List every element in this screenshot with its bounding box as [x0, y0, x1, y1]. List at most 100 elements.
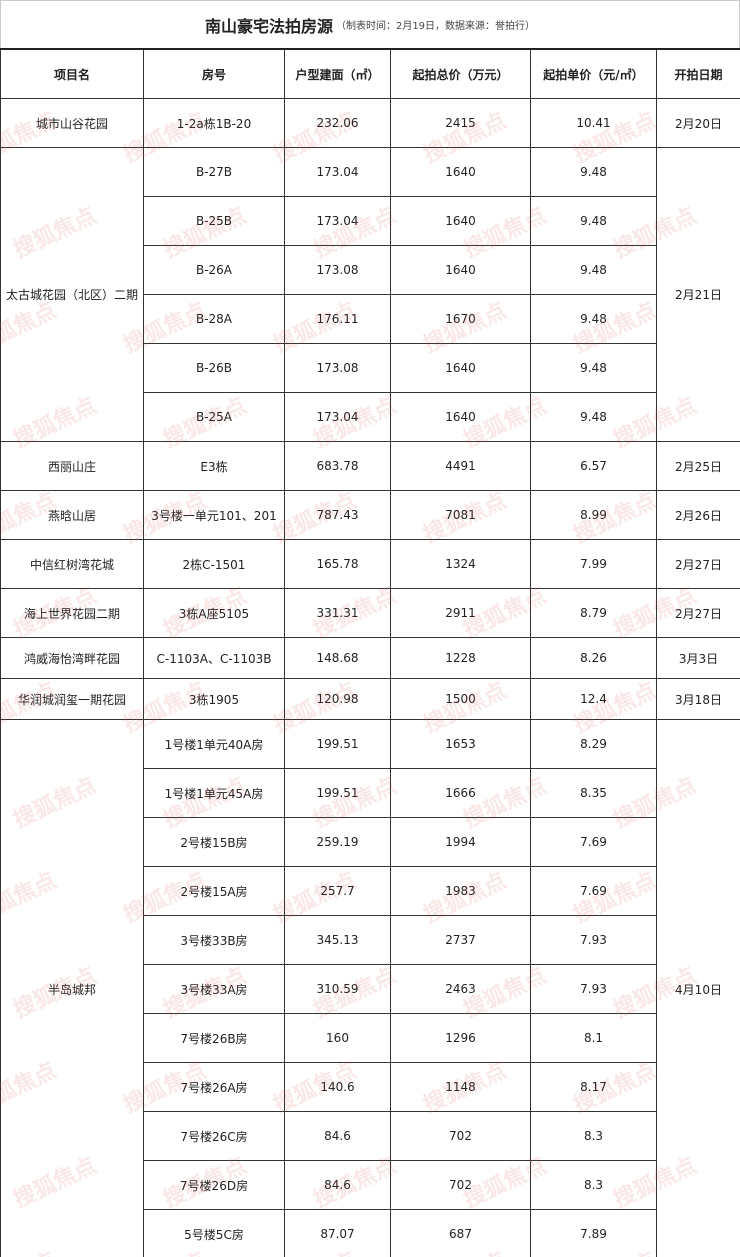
table-row: 西丽山庄 E3栋 683.78 4491 6.57 2月25日	[0, 441, 740, 491]
table-row: 7号楼26B房 160 1296 8.1	[1, 1013, 740, 1063]
area-cell: 87.07	[284, 1209, 391, 1257]
column-header-project: 项目名	[0, 48, 144, 99]
auction-date-cell: 2月21日	[656, 147, 740, 442]
total-price-cell: 702	[390, 1160, 531, 1210]
unit-price-cell: 7.99	[530, 539, 657, 589]
unit-price-cell: 8.29	[530, 719, 657, 769]
total-price-cell: 1148	[390, 1062, 531, 1112]
page-title: 南山豪宅法拍房源	[204, 16, 333, 36]
total-price-cell: 1983	[390, 866, 531, 916]
auction-date-cell: 2月26日	[656, 490, 740, 540]
unit-price-cell: 8.26	[530, 637, 657, 679]
unit-price-cell: 9.48	[530, 294, 657, 344]
area-cell: 165.78	[284, 539, 391, 589]
auction-date-cell: 2月20日	[656, 98, 740, 148]
unit-price-cell: 9.48	[530, 147, 657, 197]
unit-price-cell: 9.48	[530, 343, 657, 393]
project-name-cell: 燕晗山居	[0, 490, 144, 540]
table-row: B-25B 173.04 1640 9.48	[1, 196, 740, 246]
unit-number-cell: 3栋A座5105	[143, 588, 285, 638]
unit-number-cell: 1-2a栋1B-20	[143, 98, 285, 148]
unit-price-cell: 9.48	[530, 196, 657, 246]
unit-number-cell: 7号楼26D房	[143, 1160, 285, 1210]
total-price-cell: 1994	[390, 817, 531, 867]
table-row: B-25A 173.04 1640 9.48	[1, 392, 740, 442]
total-price-cell: 1228	[390, 637, 531, 679]
area-cell: 120.98	[284, 678, 391, 720]
unit-price-cell: 8.1	[530, 1013, 657, 1063]
unit-number-cell: 7号楼26B房	[143, 1013, 285, 1063]
area-cell: 173.04	[284, 392, 391, 442]
area-cell: 345.13	[284, 915, 391, 965]
project-name-cell: 半岛城邦	[0, 719, 144, 1257]
unit-number-cell: 5号楼5C房	[143, 1209, 285, 1257]
unit-number-cell: 3号楼33A房	[143, 964, 285, 1014]
auction-date-cell: 3月18日	[656, 678, 740, 720]
column-header-total-price: 起拍总价（万元）	[390, 48, 531, 99]
unit-price-cell: 7.93	[530, 964, 657, 1014]
area-cell: 173.08	[284, 245, 391, 295]
area-cell: 257.7	[284, 866, 391, 916]
total-price-cell: 1500	[390, 678, 531, 720]
unit-number-cell: B-28A	[143, 294, 285, 344]
unit-number-cell: 1号楼1单元40A房	[143, 719, 285, 769]
table-row: B-28A 176.11 1670 9.48	[1, 294, 740, 344]
unit-price-cell: 10.41	[530, 98, 657, 148]
table-row: 7号楼26A房 140.6 1148 8.17	[1, 1062, 740, 1112]
unit-price-cell: 12.4	[530, 678, 657, 720]
table-row: 太古城花园（北区）二期 B-27B 173.04 1640 9.48 2月21日	[0, 147, 740, 442]
table-row: B-26A 173.08 1640 9.48	[1, 245, 740, 295]
unit-price-cell: 8.35	[530, 768, 657, 818]
total-price-cell: 1640	[390, 245, 531, 295]
total-price-cell: 1670	[390, 294, 531, 344]
unit-price-cell: 9.48	[530, 245, 657, 295]
unit-number-cell: 3号楼一单元101、201	[143, 490, 285, 540]
table-row: 1号楼1单元45A房 199.51 1666 8.35	[1, 768, 740, 818]
total-price-cell: 1640	[390, 392, 531, 442]
table-header-row: 项目名 房号 户型建面（㎡） 起拍总价（万元） 起拍单价（元/㎡） 开拍日期	[0, 48, 740, 99]
total-price-cell: 1640	[390, 147, 531, 197]
unit-number-cell: C-1103A、C-1103B	[143, 637, 285, 679]
auction-date-cell: 3月3日	[656, 637, 740, 679]
unit-number-cell: 1号楼1单元45A房	[143, 768, 285, 818]
table-row: 海上世界花园二期 3栋A座5105 331.31 2911 8.79 2月27日	[0, 588, 740, 638]
listing-table: 项目名 房号 户型建面（㎡） 起拍总价（万元） 起拍单价（元/㎡） 开拍日期 城…	[0, 48, 740, 1257]
unit-number-cell: E3栋	[143, 441, 285, 491]
unit-price-cell: 7.93	[530, 915, 657, 965]
table-row: 中信红树湾花城 2栋C-1501 165.78 1324 7.99 2月27日	[0, 539, 740, 589]
project-name-cell: 中信红树湾花城	[0, 539, 144, 589]
table-row: 7号楼26D房 84.6 702 8.3	[1, 1160, 740, 1210]
table-row: 5号楼5C房 87.07 687 7.89	[1, 1209, 740, 1257]
area-cell: 84.6	[284, 1160, 391, 1210]
project-name-cell: 海上世界花园二期	[0, 588, 144, 638]
unit-price-cell: 7.69	[530, 866, 657, 916]
unit-number-cell: B-27B	[143, 147, 285, 197]
area-cell: 232.06	[284, 98, 391, 148]
unit-number-cell: B-25B	[143, 196, 285, 246]
total-price-cell: 2415	[390, 98, 531, 148]
table-row: B-26B 173.08 1640 9.48	[1, 343, 740, 393]
unit-number-cell: B-26A	[143, 245, 285, 295]
total-price-cell: 2737	[390, 915, 531, 965]
unit-number-cell: 2号楼15B房	[143, 817, 285, 867]
project-name-cell: 太古城花园（北区）二期	[0, 147, 144, 442]
total-price-cell: 1324	[390, 539, 531, 589]
area-cell: 331.31	[284, 588, 391, 638]
area-cell: 787.43	[284, 490, 391, 540]
unit-price-cell: 8.3	[530, 1111, 657, 1161]
project-name-cell: 西丽山庄	[0, 441, 144, 491]
auction-date-cell: 4月10日	[656, 719, 740, 1257]
area-cell: 140.6	[284, 1062, 391, 1112]
auction-date-cell: 2月25日	[656, 441, 740, 491]
auction-date-cell: 2月27日	[656, 588, 740, 638]
area-cell: 173.04	[284, 147, 391, 197]
unit-number-cell: 3号楼33B房	[143, 915, 285, 965]
area-cell: 199.51	[284, 719, 391, 769]
column-header-date: 开拍日期	[656, 48, 740, 99]
table-row: 鸿威海怡湾畔花园 C-1103A、C-1103B 148.68 1228 8.26 3月3…	[0, 637, 740, 679]
page-subtitle: （制表时间：2月19日，数据来源：誉拍行）	[335, 21, 536, 32]
total-price-cell: 702	[390, 1111, 531, 1161]
total-price-cell: 1640	[390, 343, 531, 393]
auction-date-cell: 2月27日	[656, 539, 740, 589]
total-price-cell: 4491	[390, 441, 531, 491]
